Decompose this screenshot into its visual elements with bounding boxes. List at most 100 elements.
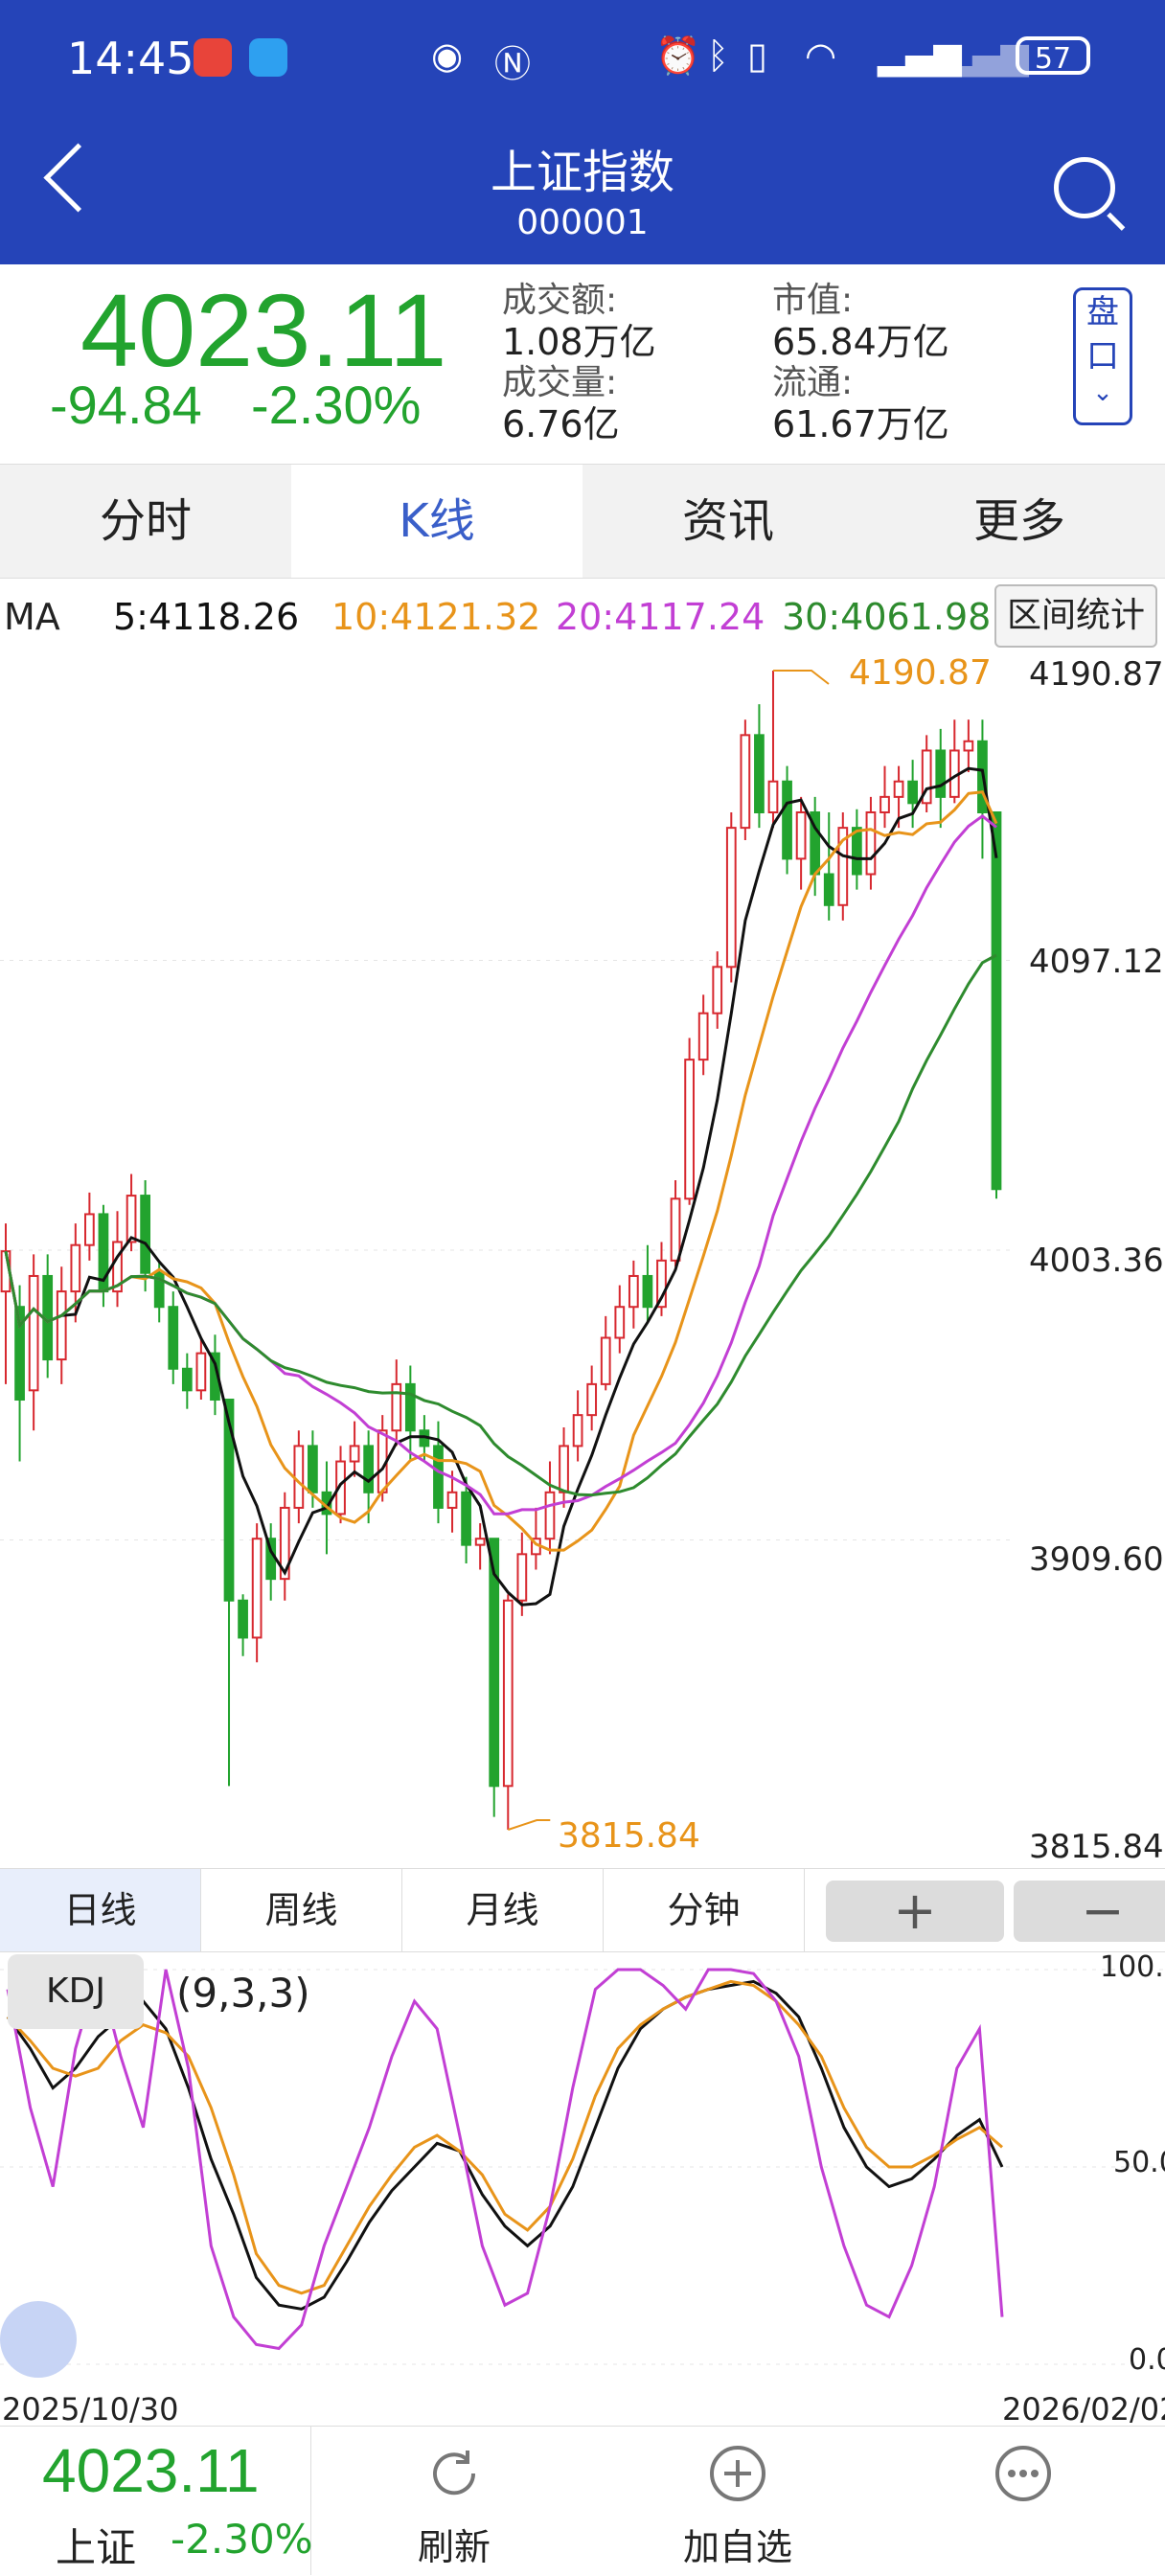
zoom-out-button[interactable]: − [1014,1881,1165,1942]
stat-value: 6.76亿 [502,403,620,445]
candle-down [823,873,834,906]
candle-up [921,749,932,805]
kdj-indicator-button[interactable]: KDJ [8,1954,144,2029]
candle-up [572,1414,583,1448]
vibrate-icon: ▯ [747,34,767,77]
price-change: -94.84 [50,375,202,435]
low-leader [507,1819,551,1831]
candle-up [725,827,737,969]
candle-up [963,740,974,752]
candle-up [335,1460,346,1516]
chevron-down-icon: ⌄ [1092,378,1113,407]
period-minute[interactable]: 分钟 [604,1869,805,1951]
refresh-button[interactable]: 刷新 [358,2443,550,2570]
candle-up [70,1243,81,1293]
candle-up [28,1274,39,1392]
candle-down [782,780,792,860]
kline-chart[interactable] [0,651,1165,1866]
candle-up [670,1197,681,1262]
kdj-j-line [6,1964,1004,2351]
pankou-button[interactable]: 盘 口 ⌄ [1073,287,1132,425]
tab-kline[interactable]: K线 [291,465,582,578]
kdj-y-tick: 100.0 [1100,1950,1165,1984]
signal-icon: ▂▄▆ [878,34,962,77]
period-weekly[interactable]: 周线 [201,1869,402,1951]
stock-code: 000001 [516,203,649,242]
candle-down [851,827,862,876]
kdj-y-tick: 0.0 [1129,2343,1165,2377]
fullscreen-icon[interactable] [0,2301,77,2378]
ma10-line [4,790,998,1552]
ma30-value: 30:4061.98 [782,596,992,638]
tab-more[interactable]: 更多 [972,494,1065,548]
tab-news[interactable]: 资讯 [681,494,774,548]
range-stats-button[interactable]: 区间统计 [994,584,1157,648]
stat-label: 成交额: [502,281,618,320]
candle-up [126,1195,137,1243]
stat-label: 流通: [772,363,854,402]
start-date: 2025/10/30 [2,2391,179,2428]
search-icon[interactable] [1054,157,1115,218]
wifi-icon: ◠ [805,34,837,77]
candle-down [935,749,947,798]
candle-down [642,1274,653,1309]
candle-up [628,1274,639,1309]
candle-up [614,1306,626,1339]
tab-fenshi[interactable]: 分时 [99,494,192,548]
period-daily[interactable]: 日线 [0,1869,201,1951]
bottom-index-name: 上证 [56,2524,137,2571]
candle-up [795,810,807,860]
kdj-y-tick: 50.0 [1113,2146,1165,2179]
status-time: 14:45 [67,33,194,84]
more-button[interactable] [927,2443,1119,2504]
zoom-in-button[interactable]: + [826,1881,1004,1942]
candle-up [712,966,723,1014]
candle-down [461,1491,471,1546]
candle-up [195,1352,207,1392]
high-leader [772,670,830,685]
bluetooth-icon: ᛒ [707,34,729,77]
candle-down [754,734,765,813]
period-bar: 日线 周线 月线 分钟 + − [0,1868,1165,1952]
missed-call-icon [194,38,232,77]
period-monthly[interactable]: 月线 [402,1869,604,1951]
add-watchlist-button[interactable]: 加自选 [642,2443,834,2570]
candle-up [893,780,904,798]
alarm-icon: ⏰ [655,34,701,77]
stat-value: 61.67万亿 [772,403,949,445]
bottom-bar [0,2426,1165,2576]
candle-down [489,1538,500,1788]
candle-up [251,1538,263,1639]
candle-up [767,780,779,813]
pankou-char: 口 [1086,337,1119,376]
candle-down [181,1367,193,1392]
kdj-d-line [6,1979,1003,2295]
candle-down [238,1599,248,1639]
battery-icon: 57 [1016,36,1090,76]
y-tick: 4190.87 [1029,655,1164,694]
candle-up [391,1382,402,1432]
refresh-label: 刷新 [417,2526,491,2568]
refresh-icon [433,2451,476,2496]
candle-up [516,1553,528,1602]
candle-up [474,1538,486,1546]
kdj-chart[interactable] [0,1952,1165,2383]
stat-value: 1.08万亿 [502,321,656,363]
end-date: 2026/02/02 [1002,2391,1165,2428]
pankou-char: 盘 [1086,293,1119,331]
y-tick: 4003.36 [1029,1242,1164,1280]
candle-down [223,1399,235,1602]
candle-up [684,1059,695,1200]
kdj-params: (9,3,3) [176,1970,310,2017]
candle-down [907,780,918,805]
y-tick: 4097.12 [1029,943,1164,981]
high-annotation: 4190.87 [849,653,992,693]
candle-up [112,1241,123,1293]
ma5-line [4,766,998,1607]
signal-2-icon: ▂▄▆ [945,34,1029,77]
candle-up [279,1506,290,1581]
candle-down [308,1445,318,1493]
ma20-line [4,814,997,1516]
page-title: 上证指数 [490,146,674,199]
low-annotation: 3815.84 [558,1816,700,1856]
